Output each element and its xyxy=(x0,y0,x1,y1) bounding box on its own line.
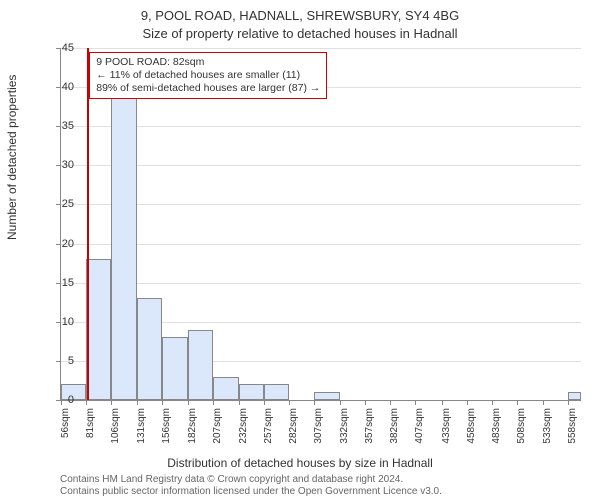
x-tick-label: 156sqm xyxy=(161,408,172,448)
x-tick-mark xyxy=(111,400,112,405)
y-tick-mark xyxy=(56,87,61,88)
plot-area: 9 POOL ROAD: 82sqm← 11% of detached hous… xyxy=(60,48,581,401)
x-tick-label: 458sqm xyxy=(466,408,477,448)
annotation-line-1: 9 POOL ROAD: 82sqm xyxy=(96,56,320,69)
gridline xyxy=(61,48,581,49)
attribution-line-2: Contains public sector information licen… xyxy=(60,486,442,498)
x-tick-mark xyxy=(289,400,290,405)
x-tick-label: 508sqm xyxy=(516,408,527,448)
x-tick-label: 232sqm xyxy=(238,408,249,448)
chart-title-sub: Size of property relative to detached ho… xyxy=(0,26,600,41)
gridline xyxy=(61,283,581,284)
x-tick-label: 433sqm xyxy=(441,408,452,448)
y-tick-label: 25 xyxy=(62,198,74,210)
y-tick-label: 35 xyxy=(62,120,74,132)
x-tick-label: 307sqm xyxy=(313,408,324,448)
x-tick-mark xyxy=(264,400,265,405)
x-tick-mark xyxy=(467,400,468,405)
x-tick-label: 382sqm xyxy=(389,408,400,448)
attribution-line-1: Contains HM Land Registry data © Crown c… xyxy=(60,474,442,486)
y-tick-label: 5 xyxy=(68,355,74,367)
chart-title-main: 9, POOL ROAD, HADNALL, SHREWSBURY, SY4 4… xyxy=(0,8,600,23)
histogram-bar xyxy=(188,330,213,400)
x-tick-label: 407sqm xyxy=(414,408,425,448)
y-tick-label: 15 xyxy=(62,277,74,289)
x-tick-mark xyxy=(188,400,189,405)
x-tick-mark xyxy=(239,400,240,405)
x-tick-label: 558sqm xyxy=(567,408,578,448)
x-tick-mark xyxy=(415,400,416,405)
y-tick-mark xyxy=(56,361,61,362)
y-tick-label: 40 xyxy=(62,81,74,93)
x-tick-label: 533sqm xyxy=(542,408,553,448)
histogram-bar xyxy=(568,392,581,400)
annotation-line-3: 89% of semi-detached houses are larger (… xyxy=(96,82,320,95)
x-tick-label: 81sqm xyxy=(85,408,96,448)
y-tick-mark xyxy=(56,283,61,284)
x-tick-label: 257sqm xyxy=(263,408,274,448)
y-tick-mark xyxy=(56,204,61,205)
histogram-bar xyxy=(111,87,136,400)
x-tick-label: 207sqm xyxy=(212,408,223,448)
x-tick-label: 483sqm xyxy=(491,408,502,448)
annotation-box: 9 POOL ROAD: 82sqm← 11% of detached hous… xyxy=(89,52,327,99)
x-tick-mark xyxy=(442,400,443,405)
y-axis-label: Number of detached properties xyxy=(5,75,19,240)
x-tick-mark xyxy=(568,400,569,405)
x-tick-mark xyxy=(86,400,87,405)
y-tick-mark xyxy=(56,322,61,323)
x-tick-mark xyxy=(137,400,138,405)
x-tick-label: 182sqm xyxy=(187,408,198,448)
x-tick-label: 131sqm xyxy=(136,408,147,448)
histogram-bar xyxy=(86,259,111,400)
x-tick-mark xyxy=(543,400,544,405)
x-tick-label: 106sqm xyxy=(110,408,121,448)
annotation-line-2: ← 11% of detached houses are smaller (11… xyxy=(96,69,320,82)
gridline xyxy=(61,165,581,166)
y-tick-label: 30 xyxy=(62,159,74,171)
x-tick-label: 357sqm xyxy=(364,408,375,448)
gridline xyxy=(61,244,581,245)
x-tick-label: 332sqm xyxy=(339,408,350,448)
x-tick-mark xyxy=(365,400,366,405)
x-tick-label: 56sqm xyxy=(60,408,71,448)
x-tick-mark xyxy=(314,400,315,405)
y-tick-label: 0 xyxy=(68,394,74,406)
x-tick-label: 282sqm xyxy=(288,408,299,448)
x-tick-mark xyxy=(340,400,341,405)
y-tick-mark xyxy=(56,244,61,245)
histogram-chart: 9, POOL ROAD, HADNALL, SHREWSBURY, SY4 4… xyxy=(0,0,600,500)
attribution-text: Contains HM Land Registry data © Crown c… xyxy=(60,474,442,498)
histogram-bar xyxy=(162,337,188,400)
x-tick-mark xyxy=(517,400,518,405)
gridline xyxy=(61,204,581,205)
histogram-bar xyxy=(137,298,162,400)
y-tick-mark xyxy=(56,48,61,49)
x-tick-mark xyxy=(213,400,214,405)
histogram-bar xyxy=(239,384,264,400)
histogram-bar xyxy=(213,377,238,400)
histogram-bar xyxy=(264,384,289,400)
x-tick-mark xyxy=(390,400,391,405)
x-tick-mark xyxy=(492,400,493,405)
y-tick-label: 45 xyxy=(62,42,74,54)
histogram-bar xyxy=(314,392,339,400)
marker-line xyxy=(87,48,89,400)
gridline xyxy=(61,126,581,127)
x-tick-mark xyxy=(61,400,62,405)
y-tick-mark xyxy=(56,126,61,127)
y-tick-label: 20 xyxy=(62,238,74,250)
y-tick-mark xyxy=(56,165,61,166)
y-tick-label: 10 xyxy=(62,316,74,328)
x-axis-label: Distribution of detached houses by size … xyxy=(0,456,600,470)
x-tick-mark xyxy=(162,400,163,405)
